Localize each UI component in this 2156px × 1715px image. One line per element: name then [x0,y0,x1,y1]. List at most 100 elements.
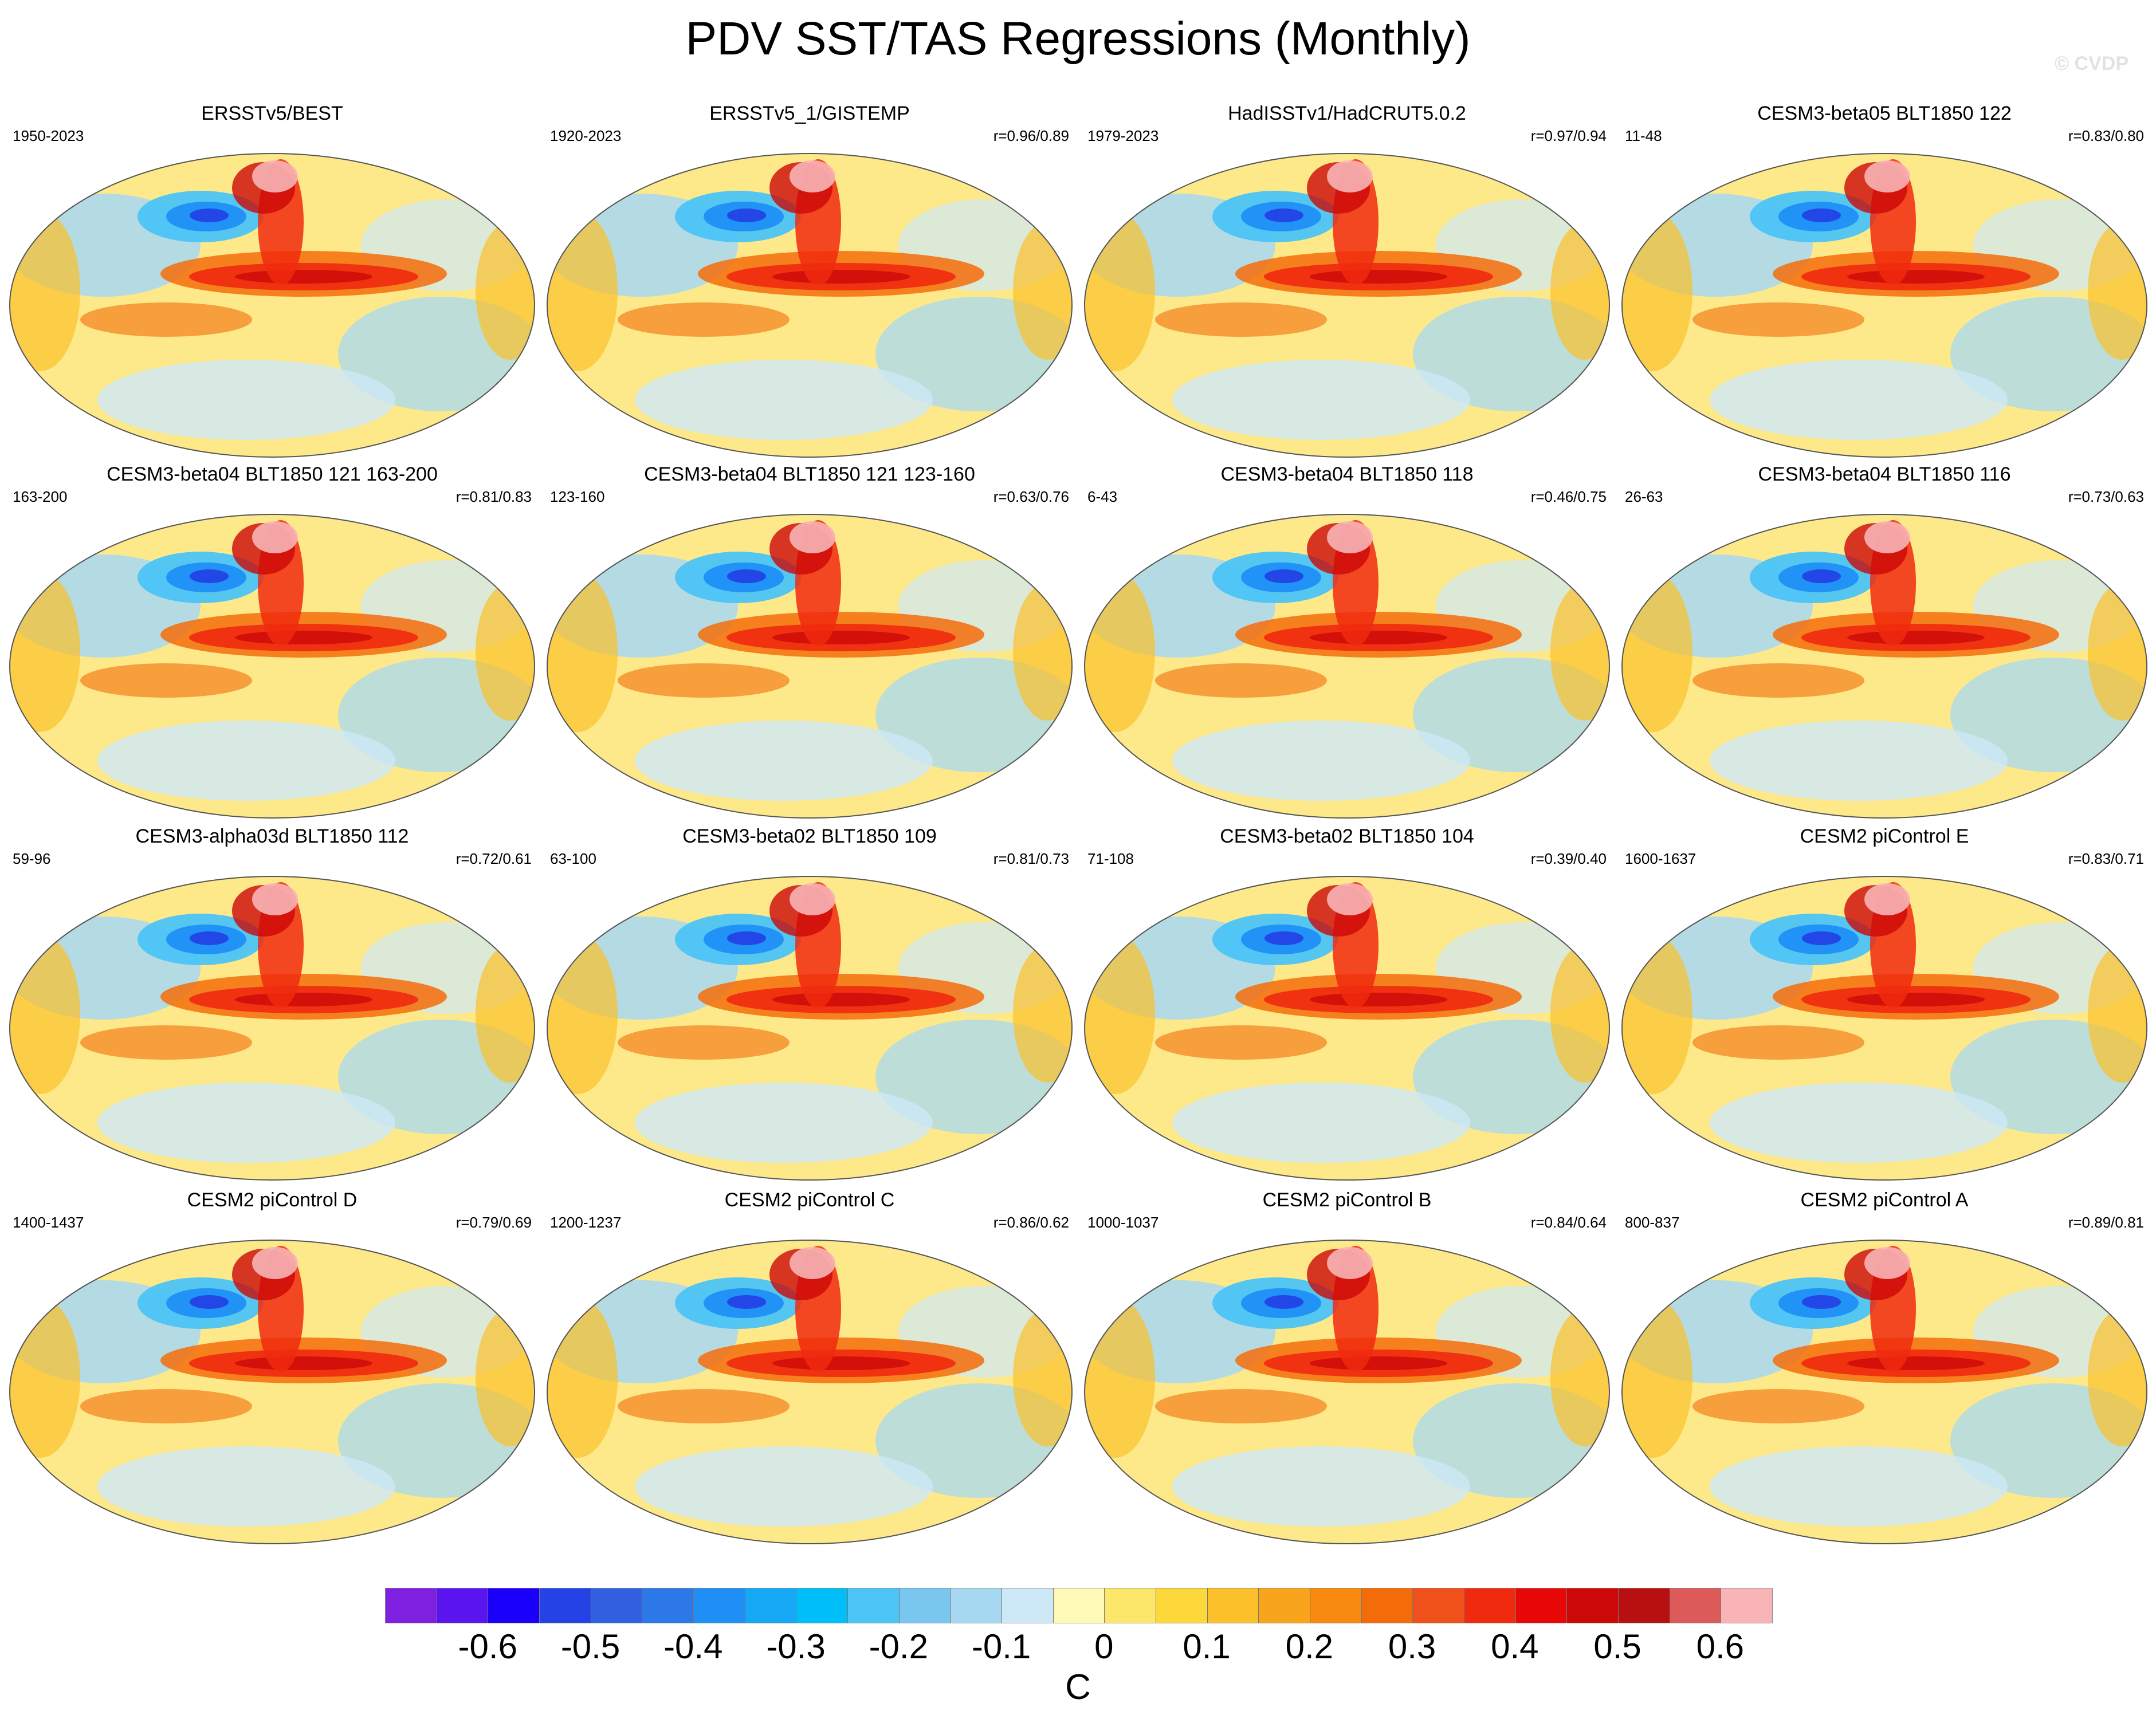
panel-correlation: r=0.73/0.63 [2068,488,2144,505]
watermark: © CVDP [2055,53,2128,74]
colorbar-tick-label: -0.6 [458,1627,517,1666]
colorbar-box [951,1588,1003,1623]
map-panel: CESM3-alpha03d BLT1850 112 59-96 r=0.72/0.… [6,825,539,1183]
map-panel: CESM2 piControl A 800-837 r=0.89/0.81 [1618,1189,2151,1547]
colorbar-box [694,1588,745,1623]
panel-period: 26-63 [1625,488,1663,505]
panel-correlation: r=0.79/0.69 [455,1214,532,1231]
map [1084,514,1610,819]
map [547,1240,1073,1544]
colorbar-box [1259,1588,1311,1623]
colorbar-box [1156,1588,1208,1623]
colorbar-tick-label: 0.1 [1183,1627,1231,1666]
panel-correlation: r=0.63/0.76 [993,488,1069,505]
colorbar-box [848,1588,900,1623]
colorbar-box [1207,1588,1259,1623]
panel-title: CESM2 piControl A [1800,1189,1969,1211]
panel-correlation: r=0.86/0.62 [993,1214,1069,1231]
colorbar-box [1002,1588,1054,1623]
panel-period: 800-837 [1625,1214,1680,1231]
colorbar-box [642,1588,694,1623]
panel-period: 1000-1037 [1087,1214,1159,1231]
panel-period: 163-200 [13,488,68,505]
colorbar-box [1361,1588,1413,1623]
map [547,153,1073,458]
panel-title: ERSSTv5/BEST [201,103,343,124]
colorbar-box [1567,1588,1619,1623]
map-panel: CESM3-beta02 BLT1850 109 63-100 r=0.81/0.7… [543,825,1076,1183]
colorbar-tick-label: -0.3 [766,1627,826,1666]
panel-title: CESM3-beta02 BLT1850 109 [682,825,937,847]
panel-period: 1979-2023 [1087,127,1159,144]
panel-title: CESM2 piControl B [1262,1189,1432,1211]
panel-correlation: r=0.97/0.94 [1530,127,1607,144]
panel-correlation: r=0.81/0.83 [455,488,532,505]
map-panel: CESM3-beta04 BLT1850 118 6-43 r=0.46/0.75 [1081,463,1613,821]
figure-title: PDV SST/TAS Regressions (Monthly) [685,13,1471,65]
panel-correlation: r=0.81/0.73 [993,850,1069,867]
panel-correlation: r=0.96/0.89 [993,127,1069,144]
panel-title: ERSSTv5_1/GISTEMP [709,103,910,124]
colorbar-tick-label: 0.5 [1593,1627,1641,1666]
panel-correlation: r=0.72/0.61 [455,850,532,867]
map-panel: ERSSTv5_1/GISTEMP 1920-2023 r=0.96/0.89 [543,102,1076,460]
panel-correlation: r=0.84/0.64 [1530,1214,1607,1231]
colorbar-box [1105,1588,1157,1623]
colorbar-tick-label: -0.2 [869,1627,928,1666]
map-panel: HadISSTv1/HadCRUT5.0.2 1979-2023 r=0.97/0.… [1081,102,1613,460]
colorbar-box [1310,1588,1362,1623]
colorbar-box [591,1588,643,1623]
colorbar-box [745,1588,797,1623]
panel-correlation: r=0.39/0.40 [1530,850,1607,867]
map [9,1240,535,1544]
colorbar-box [899,1588,951,1623]
colorbar-box [488,1588,540,1623]
panel-period: 11-48 [1625,127,1662,144]
colorbar-box [540,1588,591,1623]
map-panel: ERSSTv5/BEST 1950-2023 [6,102,539,460]
colorbar-unit: C [1065,1667,1091,1707]
panel-period: 71-108 [1087,850,1134,867]
panel-period: 1200-1237 [550,1214,622,1231]
colorbar-tick-label: -0.5 [560,1627,621,1666]
colorbar-tick-label: 0.2 [1285,1627,1334,1666]
colorbar-box [796,1588,849,1623]
panel-title: CESM3-beta04 BLT1850 121 163-200 [107,463,438,485]
map-panel: CESM2 piControl E 1600-1637 r=0.83/0.71 [1618,825,2151,1183]
colorbar-tick-label: -0.4 [663,1627,723,1666]
panel-title: HadISSTv1/HadCRUT5.0.2 [1228,103,1466,124]
map [547,876,1073,1181]
map-panel: CESM2 piControl D 1400-1437 r=0.79/0.69 [6,1189,539,1547]
map [1621,876,2147,1181]
colorbar-box [1053,1588,1105,1623]
panel-correlation: r=0.46/0.75 [1530,488,1607,505]
map [9,876,535,1181]
map-panel: CESM3-beta04 BLT1850 121 163-200 163-200 r… [6,463,539,821]
map [1084,876,1610,1181]
panel-period: 1400-1437 [13,1214,84,1231]
colorbar-tick-label: -0.1 [971,1627,1031,1666]
map [1084,1240,1610,1544]
panel-period: 63-100 [550,850,596,867]
map [1621,1240,2147,1544]
panel-correlation: r=0.83/0.71 [2068,850,2144,867]
map-panel: CESM2 piControl B 1000-1037 r=0.84/0.64 [1081,1189,1613,1547]
map-panel: CESM3-beta04 BLT1850 116 26-63 r=0.73/0.63 [1618,463,2151,821]
panel-period: 1950-2023 [13,127,84,144]
colorbar-box [1515,1588,1568,1623]
map [9,514,535,819]
colorbar-tick-label: 0.4 [1491,1627,1539,1666]
map-panel: CESM3-beta02 BLT1850 104 71-108 r=0.39/0.4… [1081,825,1613,1183]
colorbar-box [1721,1588,1773,1623]
panel-title: CESM2 piControl C [724,1189,895,1211]
panel-title: CESM3-beta04 BLT1850 116 [1758,463,2011,485]
panel-period: 6-43 [1087,488,1118,505]
map [547,514,1073,819]
panel-title: CESM3-alpha03d BLT1850 112 [135,825,409,847]
colorbar-tick-label: 0 [1094,1627,1114,1666]
map [1621,153,2147,458]
panel-title: CESM3-beta05 BLT1850 122 [1757,103,2012,124]
panel-title: CESM3-beta04 BLT1850 121 123-160 [644,463,975,485]
panel-correlation: r=0.89/0.81 [2068,1214,2144,1231]
colorbar-box [1413,1588,1465,1623]
